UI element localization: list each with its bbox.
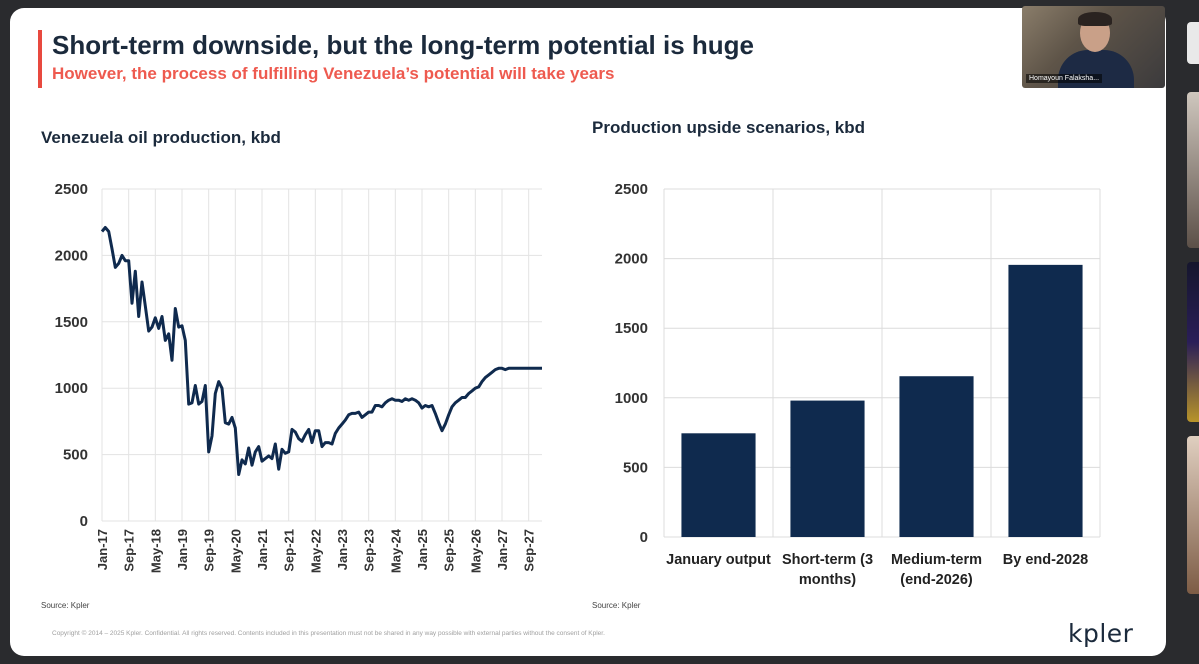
line-chart-xtick-label: May-18 [148, 529, 163, 573]
bar-chart-category-label: By end-2028 [1003, 552, 1088, 568]
line-chart-xtick-label: May-22 [308, 529, 323, 573]
line-chart-xtick-label: Jan-27 [495, 529, 510, 570]
slide-title: Short-term downside, but the long-term p… [52, 30, 754, 60]
participant-name: Homayoun Falaksha... [1026, 74, 1103, 83]
line-chart-xtick-label: Sep-19 [202, 529, 217, 572]
line-chart-ytick-label: 500 [63, 447, 88, 464]
bar-chart-category-label: January output [666, 552, 771, 568]
kpler-logo: kpler [1068, 619, 1134, 648]
line-chart-source: Source: Kpler [41, 601, 90, 610]
line-chart-xtick-label: Jan-21 [255, 529, 270, 570]
bar-chart-category-label: Short-term (3 months) [782, 552, 873, 588]
bar-chart-title: Production upside scenarios, kbd [592, 118, 865, 137]
line-chart-ytick-label: 2500 [55, 181, 88, 198]
line-chart-xtick-label: May-20 [228, 529, 243, 573]
side-tile-1 [1187, 22, 1199, 64]
line-chart-xtick-label: Jan-23 [335, 529, 350, 570]
line-chart-xtick-label: May-24 [388, 528, 403, 573]
participant-hair [1078, 12, 1112, 26]
line-chart-xtick-label: Sep-21 [282, 529, 297, 572]
bar-chart-category-label: Medium-term (end-2026) [891, 552, 982, 588]
bar-chart: 0 500 1000 1500 2000 2500 January output Short-… [615, 181, 1101, 588]
presentation-slide: Short-term downside, but the long-term p… [10, 8, 1166, 656]
line-chart-xtick-label: Jan-17 [95, 529, 110, 570]
line-chart-ytick-label: 2000 [55, 247, 88, 264]
line-chart-xtick-label: Jan-25 [415, 529, 430, 570]
copyright-notice: Copyright © 2014 – 2025 Kpler. Confident… [52, 630, 605, 637]
title-accent-bar [38, 30, 42, 88]
side-tile-3 [1187, 262, 1199, 422]
line-chart-xtick-label: Sep-27 [522, 529, 537, 572]
line-chart-title: Venezuela oil production, kbd [41, 128, 281, 147]
bar-chart-ytick-label: 2500 [615, 181, 648, 198]
side-tile-2 [1187, 92, 1199, 248]
line-chart-xtick-label: Sep-25 [442, 529, 457, 572]
production-series-line [100, 226, 542, 476]
side-tile-4 [1187, 436, 1199, 594]
bar-chart-ytick-label: 1500 [615, 320, 648, 337]
scenario-bar [899, 376, 974, 537]
bar-chart-ytick-label: 500 [623, 459, 648, 476]
line-chart-xtick-label: Sep-17 [122, 529, 137, 572]
scenario-bar [1008, 264, 1083, 537]
bar-chart-ytick-label: 0 [640, 529, 648, 546]
line-chart: 0 500 1000 1500 2000 2500 Jan-17 Sep-17 May-18 Ja… [55, 181, 542, 573]
scenario-bar [790, 400, 865, 537]
bar-chart-ytick-label: 2000 [615, 251, 648, 268]
line-chart-ytick-label: 1000 [55, 380, 88, 397]
scenario-bar [681, 433, 756, 537]
bar-chart-source: Source: Kpler [592, 601, 641, 610]
line-chart-ytick-label: 0 [80, 513, 88, 530]
line-chart-xtick-label: Jan-19 [175, 529, 190, 570]
line-chart-ytick-label: 1500 [55, 314, 88, 331]
webcam-thumbnail[interactable]: Homayoun Falaksha... [1022, 6, 1165, 88]
line-chart-xtick-label: May-26 [468, 529, 483, 573]
bar-chart-ytick-label: 1000 [615, 390, 648, 407]
line-chart-xtick-label: Sep-23 [362, 529, 377, 572]
slide-subtitle: However, the process of fulfilling Venez… [52, 64, 615, 83]
